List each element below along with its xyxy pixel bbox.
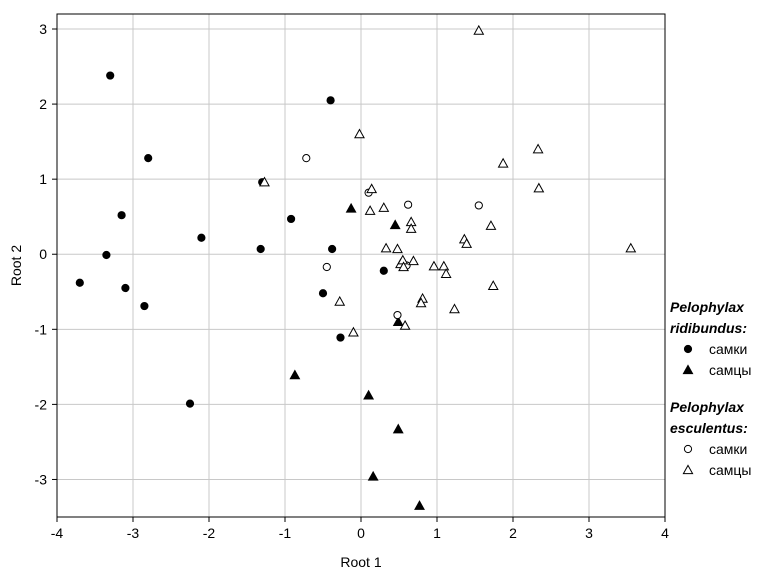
filled-circle-point [121,283,130,293]
y-tick-label: 1 [39,171,47,187]
filled-circle-point [318,289,328,298]
open-triangle-point [378,202,390,212]
x-tick-label: -4 [51,525,64,541]
open-triangle-point [405,223,417,233]
legend-entry-label: самцы [709,462,752,478]
filled-circle-point [336,333,345,342]
filled-circle-point [106,71,115,80]
open-triangle-point [347,326,359,337]
legend-entry-label: самки [709,341,747,357]
open-triangle-point [625,242,637,253]
x-tick-label: -1 [279,525,292,541]
open-triangle-point [473,24,485,35]
legend-filled-triangle-icon [682,364,694,375]
legend-entry-label: самцы [709,362,752,378]
open-triangle-point [380,242,392,253]
filled-triangle-point [363,389,375,400]
open-triangle-point [497,157,509,168]
x-tick-label: -3 [127,525,140,541]
legend-filled-circle-icon [683,344,693,354]
open-triangle-point [487,280,499,290]
open-triangle-point [354,128,365,139]
legend-group-title: Pelophylax [670,299,745,315]
filled-circle-point [326,96,335,105]
filled-circle-point [185,399,195,408]
x-tick-label: 1 [433,525,441,541]
filled-circle-point [379,266,388,275]
legend-open-triangle-icon [682,464,694,475]
filled-circle-point [140,301,149,311]
filled-circle-point [117,211,126,220]
x-axis-label: Root 1 [340,554,381,570]
filled-circle-point [256,244,265,254]
open-circle-point [322,262,331,272]
filled-triangle-point [367,470,379,481]
axis-ticks: -4 -3 -2 -1 0 1 2 3 4 -3 -2 -1 0 1 2 3 [35,21,670,541]
open-triangle-point [485,220,497,230]
legend-group-title: esculentus: [670,420,748,436]
filled-triangle-point [389,219,401,230]
open-triangle-point [533,182,545,193]
x-tick-label: 2 [509,525,517,541]
y-axis-label: Root 2 [8,245,24,286]
open-triangle-point [532,143,544,154]
filled-triangle-point [289,369,301,380]
open-triangle-point [428,260,440,271]
open-triangle-point [259,176,270,187]
open-circle-point [393,310,402,320]
filled-circle-point [197,233,206,242]
legend-entry-label: самки [709,441,747,457]
y-tick-label: 3 [39,21,47,37]
grid-lines [57,14,665,517]
x-tick-label: -2 [203,525,216,541]
open-triangle-point [399,319,411,330]
filled-triangle-point [345,202,357,213]
x-tick-label: 0 [357,525,365,541]
open-triangle-point [398,261,410,272]
open-circle-point [302,154,311,163]
legend-group-title: Pelophylax [670,399,745,415]
legend-group-title: ridibundus: [670,320,747,336]
open-triangle-point [392,243,403,254]
open-triangle-point [366,183,378,194]
data-points [75,24,637,510]
filled-circle-point [328,244,337,254]
filled-triangle-point [414,500,425,510]
legend: Pelophylax ridibundus: самки самцы Pelophyla… [670,299,752,478]
open-triangle-point [438,260,450,271]
open-triangle-point [449,303,460,314]
open-triangle-point [334,295,346,306]
open-triangle-point [407,255,419,266]
open-circle-point [474,201,483,210]
open-triangle-point [461,238,473,248]
filled-circle-point [286,214,296,224]
legend-open-circle-icon [683,444,693,454]
y-tick-label: 0 [39,246,47,262]
filled-triangle-point [392,423,404,434]
y-tick-label: -1 [35,321,48,337]
y-tick-label: -3 [35,471,48,487]
open-circle-point [404,200,413,209]
x-tick-label: 4 [661,525,669,541]
open-triangle-point [364,205,376,215]
y-tick-label: 2 [39,96,47,112]
open-triangle-point [415,297,427,308]
filled-circle-point [102,250,111,260]
filled-circle-point [75,278,84,287]
open-triangle-point [440,268,452,278]
x-tick-label: 3 [585,525,593,541]
filled-triangle-point [392,316,404,326]
filled-circle-point [144,154,153,163]
y-tick-label: -2 [35,396,48,412]
